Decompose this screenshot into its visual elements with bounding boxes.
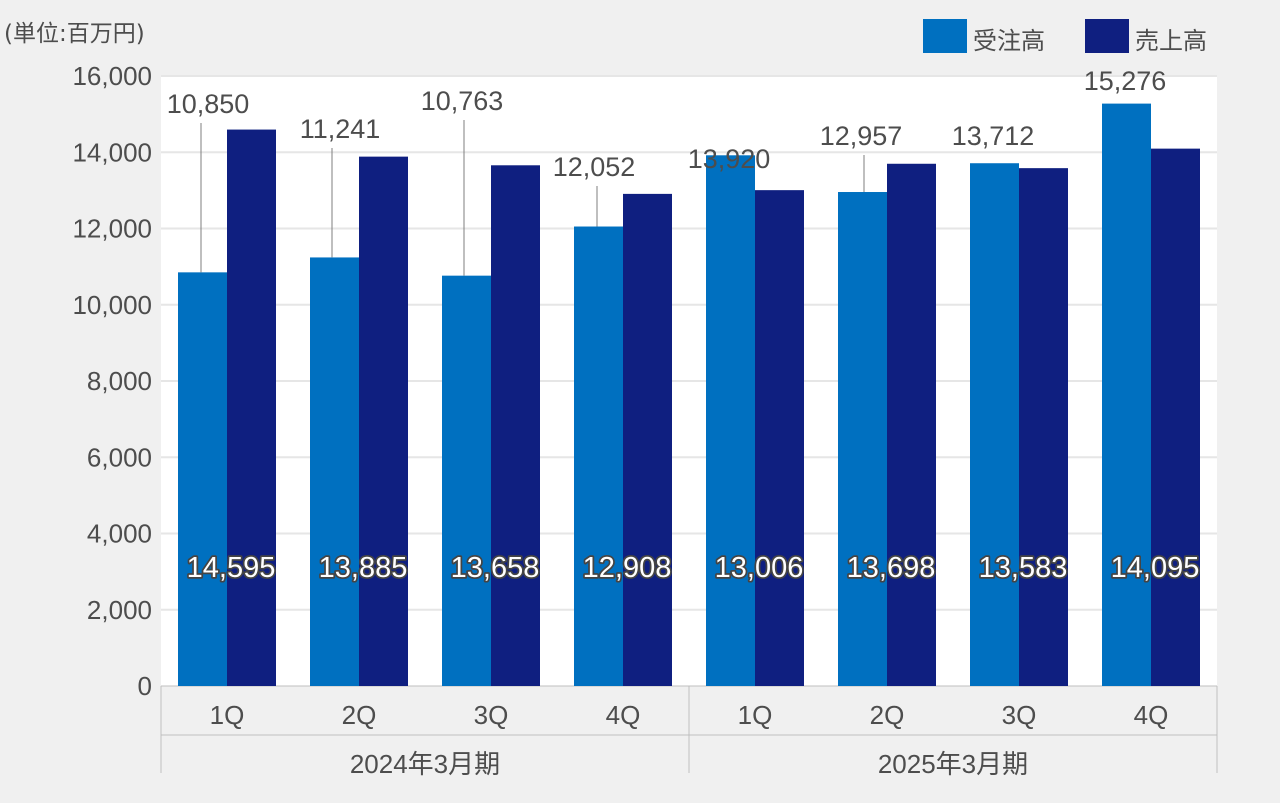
data-label-orders: 10,763 [421,86,504,116]
x-category-label: 4Q [606,700,641,730]
x-category-label: 1Q [738,700,773,730]
bar-sales [227,129,276,687]
x-category-label: 1Q [210,700,245,730]
data-label-orders: 13,712 [952,121,1035,151]
bar-orders [574,226,623,686]
bar-orders [1102,103,1151,687]
bar-sales [887,163,936,687]
bar-orders [970,163,1019,687]
data-label-sales: 14,095 [1111,552,1200,584]
x-category-label: 2Q [870,700,905,730]
x-group-label: 2025年3月期 [878,749,1028,779]
legend-label-sales: 売上高 [1135,27,1207,55]
legend-label-orders: 受注高 [973,27,1045,55]
data-label-sales: 13,583 [979,552,1068,584]
bar-sales [755,190,804,687]
legend-swatch-sales [1085,19,1129,53]
bar-orders [442,275,491,686]
bar-orders [706,155,755,687]
bar-orders [178,272,227,686]
x-category-label: 4Q [1134,700,1169,730]
x-category-label: 3Q [474,700,509,730]
bar-sales [359,156,408,686]
data-label-orders: 15,276 [1084,66,1167,96]
data-label-orders: 13,920 [688,144,771,174]
x-group-label: 2024年3月期 [350,749,500,779]
y-tick-label: 10,000 [72,290,152,320]
y-tick-label: 12,000 [72,214,152,244]
bar-sales [1151,148,1200,687]
data-label-sales: 13,698 [847,552,936,584]
y-tick-label: 16,000 [72,61,152,91]
bar-sales [1019,168,1068,686]
bar-sales [491,165,540,686]
y-tick-label: 8,000 [87,366,152,396]
data-label-orders: 12,052 [553,152,636,182]
data-label-sales: 13,658 [451,552,540,584]
y-tick-label: 4,000 [87,519,152,549]
bar-orders [838,192,887,686]
legend-swatch-orders [923,19,967,53]
unit-label: (単位:百万円) [4,21,145,47]
data-label-orders: 11,241 [300,114,381,144]
bar-orders [310,257,359,686]
x-category-label: 2Q [342,700,377,730]
data-label-sales: 14,595 [187,552,276,584]
data-label-orders: 10,850 [167,89,250,119]
bar-sales [623,193,672,686]
y-tick-label: 6,000 [87,442,152,472]
data-label-sales: 13,006 [715,552,804,584]
data-label-sales: 12,908 [583,552,672,584]
x-category-label: 3Q [1002,700,1037,730]
data-label-orders: 12,957 [820,121,903,151]
y-tick-label: 14,000 [72,137,152,167]
y-tick-label: 0 [138,671,152,701]
data-label-sales: 13,885 [319,552,408,584]
y-tick-label: 2,000 [87,595,152,625]
